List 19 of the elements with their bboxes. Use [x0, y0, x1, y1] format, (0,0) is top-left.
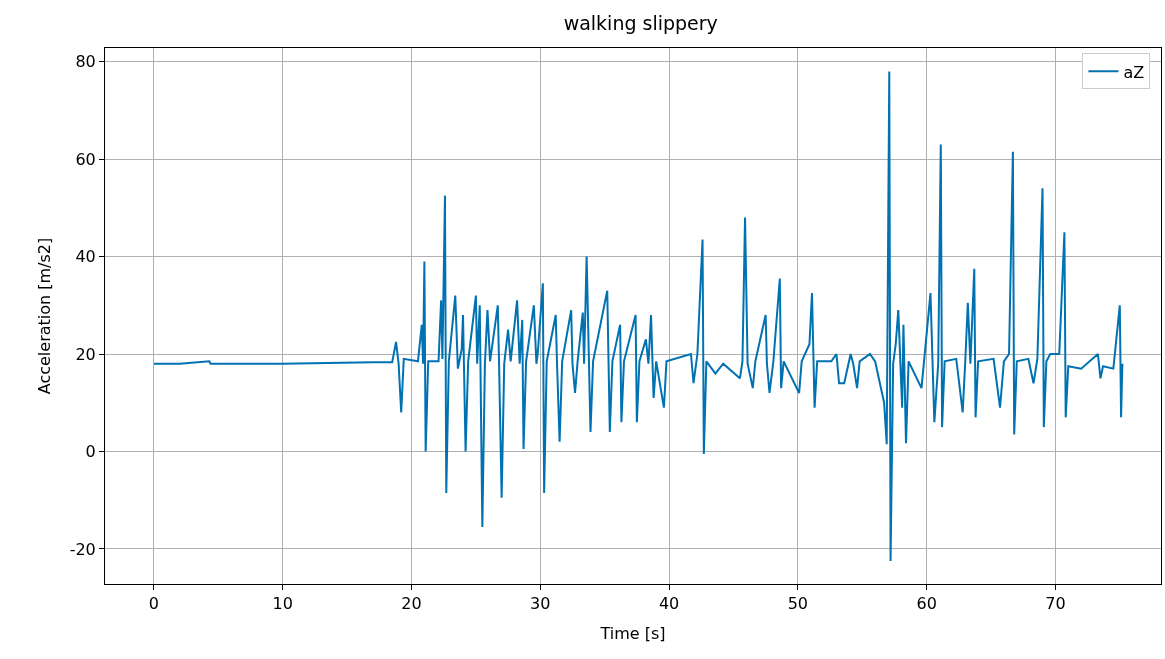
y-axis-title: Acceleration [m/s2]	[34, 237, 54, 395]
x-tick-label: 40	[658, 594, 680, 614]
x-tick-label: 30	[530, 594, 551, 614]
chart-title: walking slippery	[563, 11, 718, 34]
y-tick-label: -20	[69, 539, 96, 559]
x-tick-label: 20	[401, 594, 422, 614]
y-tick-label: 20	[75, 344, 96, 364]
y-tick-label: 0	[85, 442, 96, 462]
line-series	[152, 70, 1124, 563]
x-axis-title: Time [s]	[599, 623, 666, 643]
y-tick-label: 80	[75, 52, 96, 72]
x-tick-label: 0	[148, 594, 160, 614]
x-tick-label: 70	[1045, 594, 1066, 614]
x-tick-label: 60	[916, 594, 937, 614]
x-tick-label: 10	[272, 594, 293, 614]
y-tick-label: 40	[75, 247, 96, 267]
x-tick-label: 50	[787, 594, 809, 614]
legend-label: aZ	[1123, 62, 1145, 82]
y-tick-label: 60	[75, 149, 96, 169]
